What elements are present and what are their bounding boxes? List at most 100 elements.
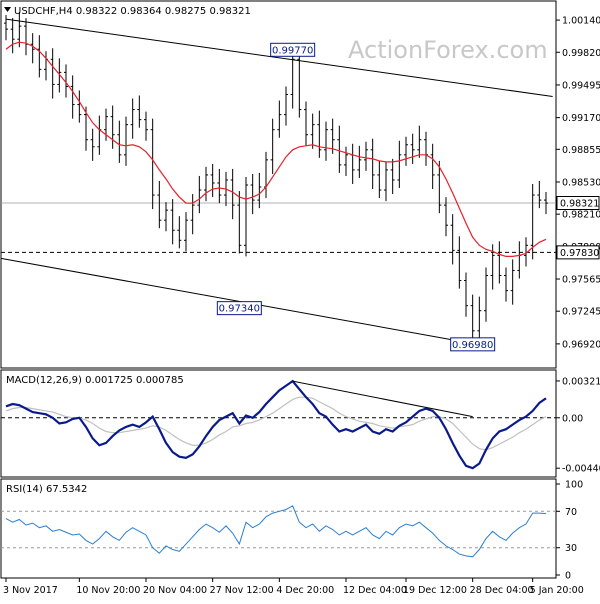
price-y-tick-label: 1.00140 — [562, 16, 600, 27]
x-tick-label: 20 Nov 04:00 — [143, 585, 207, 596]
price-bar — [524, 237, 528, 267]
price-bar — [504, 267, 508, 302]
price-bar — [257, 172, 262, 209]
x-tick-label: 3 Nov 2017 — [3, 585, 58, 596]
price-bar — [457, 236, 462, 289]
support-level-tag: 0.97830 — [556, 245, 600, 260]
level-annotation-box — [216, 301, 262, 316]
price-bar — [377, 160, 382, 199]
price-bar — [204, 166, 208, 202]
rsi-y-tick-label: 100 — [565, 480, 583, 491]
price-y-tick-label: 0.97565 — [562, 275, 600, 286]
price-bar — [364, 141, 368, 171]
price-bar — [244, 176, 248, 257]
price-bar — [84, 106, 88, 151]
price-y-tick-label: 0.98855 — [562, 145, 600, 156]
price-bar — [70, 75, 75, 119]
price-bar — [444, 197, 448, 237]
price-bar — [77, 90, 82, 123]
price-bar — [484, 267, 488, 322]
price-bar — [270, 118, 275, 174]
price-bar — [370, 138, 375, 190]
rsi-y-tick-label: 30 — [565, 543, 577, 554]
price-bar — [164, 202, 168, 232]
level-annotation-label: 0.96980 — [452, 340, 493, 351]
price-bar — [197, 175, 202, 214]
macd-y-tick-label: 0.003219 — [562, 376, 600, 387]
x-tick-label: 4 Dec 20:00 — [276, 585, 334, 596]
price-bar — [450, 214, 455, 265]
price-bar — [437, 160, 442, 214]
price-bar — [357, 145, 362, 178]
rsi-y-tick-label: 70 — [565, 507, 577, 518]
price-bar — [477, 296, 482, 339]
macd-trendline — [292, 380, 473, 418]
price-bar — [17, 12, 22, 48]
level-annotation-box — [270, 42, 316, 57]
price-bar — [384, 161, 388, 202]
price-bar — [284, 86, 288, 126]
price-y-tick-label: 0.97245 — [562, 307, 600, 318]
rsi-line — [5, 505, 547, 558]
price-bar — [537, 180, 542, 209]
level-annotation-label: 0.99770 — [272, 45, 313, 56]
price-bar — [430, 143, 435, 190]
support-level-tag-box — [556, 245, 600, 260]
rsi-title: RSI(14) 67.5342 — [6, 484, 87, 495]
price-bar — [337, 125, 342, 173]
price-bar — [184, 212, 188, 252]
price-bar — [324, 121, 328, 161]
dropdown-triangle-icon[interactable] — [4, 7, 11, 12]
price-bar — [344, 146, 348, 176]
watermark: ActionForex.com — [348, 36, 548, 64]
price-bar — [170, 199, 175, 245]
price-bar — [230, 168, 235, 220]
price-bar — [10, 18, 15, 54]
price-bar — [297, 45, 302, 118]
price-bar — [177, 216, 182, 249]
price-bar — [317, 110, 322, 158]
price-bar — [190, 194, 195, 235]
price-bar — [210, 163, 215, 198]
macd-y-tick-label: -0.004406 — [562, 464, 600, 475]
price-bar — [64, 64, 68, 98]
price-bar — [510, 259, 515, 305]
channel-upper-line — [5, 18, 553, 98]
price-y-tick-label: 0.99820 — [562, 48, 600, 59]
rsi-panel — [0, 478, 557, 579]
level-annotation: 0.99770 — [270, 42, 316, 57]
price-bar — [304, 101, 308, 146]
support-level-tag-label: 0.97830 — [560, 248, 599, 259]
price-bar — [390, 158, 395, 195]
price-bar — [404, 136, 408, 166]
price-bar — [250, 173, 255, 215]
price-bar — [470, 294, 475, 345]
price-bar — [37, 35, 42, 78]
price-bar — [117, 120, 122, 163]
price-y-tick-label: 0.96920 — [562, 339, 600, 350]
price-bar — [137, 95, 142, 128]
price-bar — [4, 15, 8, 41]
x-tick-label: 12 Dec 04:00 — [343, 585, 407, 596]
macd-signal-line — [5, 396, 547, 451]
x-tick-label: 27 Nov 12:00 — [210, 585, 274, 596]
price-bar — [290, 48, 295, 109]
x-tick-label: 5 Jan 20:00 — [530, 585, 584, 596]
current-price-tag-label: 0.98321 — [560, 198, 599, 209]
price-bar — [544, 192, 548, 215]
price-bar — [277, 100, 282, 138]
price-bar — [497, 241, 502, 284]
current-price-tag: 0.98321 — [556, 195, 600, 210]
price-bar — [157, 180, 162, 229]
price-bar — [150, 118, 155, 210]
price-bar — [124, 116, 128, 166]
level-annotation-box — [450, 337, 496, 352]
macd-title: MACD(12,26,9) 0.001725 0.000785 — [6, 375, 184, 386]
price-bar — [410, 133, 415, 164]
price-bar — [310, 113, 315, 149]
price-y-tick-label: 0.99170 — [562, 113, 600, 124]
price-bar — [397, 140, 402, 189]
price-bar — [57, 58, 62, 93]
